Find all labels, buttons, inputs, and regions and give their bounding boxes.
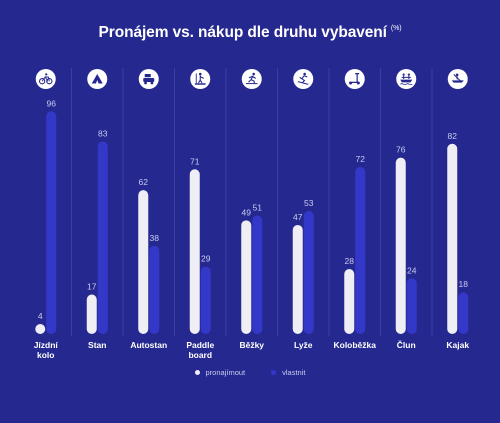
legend-swatch-own <box>271 370 277 375</box>
bar-own-kajak <box>458 292 469 334</box>
category-label-line: Jízdní <box>34 340 59 350</box>
value-label-rent-autostan: 62 <box>139 177 149 187</box>
category-label-clun: Člun <box>397 339 416 350</box>
value-label-own-bezky: 51 <box>253 203 263 213</box>
bar-own-paddle-board <box>200 266 211 334</box>
bar-own-bezky <box>252 215 263 334</box>
value-label-own-kajak: 18 <box>459 279 469 289</box>
rooftop-tent-car-icon <box>138 69 159 89</box>
bar-own-kolobezka <box>355 166 366 334</box>
bar-rent-kolobezka <box>344 269 355 334</box>
value-label-rent-lyze: 47 <box>293 212 303 222</box>
bar-own-stan <box>97 141 108 334</box>
icon-badge <box>35 69 56 89</box>
category-label-line: kolo <box>37 350 54 360</box>
bar-rent-autostan <box>138 190 149 334</box>
category-label-kolobezka: Koloběžka <box>333 340 376 350</box>
ski-icon <box>293 69 314 89</box>
category-label-line: Kajak <box>446 340 469 350</box>
value-label-rent-bezky: 49 <box>242 207 252 217</box>
category-label-jizdni-kolo: Jízdní kolo <box>34 340 59 360</box>
category-label-line: Paddle <box>186 340 214 350</box>
category-label-line: board <box>188 350 212 360</box>
bar-own-autostan <box>149 245 160 334</box>
bar-rent-clun <box>395 157 406 334</box>
legend-label-rent: pronajímout <box>205 368 246 377</box>
category-label-stan: Stan <box>88 340 106 350</box>
category-label-autostan: Autostan <box>130 340 167 350</box>
category-label-lyze: Lyže <box>294 340 313 350</box>
value-label-rent-jizdni-kolo: 4 <box>38 311 43 321</box>
category-label-paddle-board: Paddle board <box>186 340 214 360</box>
bar-rent-paddle-board <box>189 169 200 334</box>
value-label-own-kolobezka: 72 <box>356 154 366 164</box>
scooter-icon <box>344 69 365 89</box>
chart-title-text: Pronájem vs. nákup dle druhu vybavení <box>98 24 387 41</box>
paddleboard-icon <box>190 69 211 89</box>
legend-item-own: vlastnit <box>271 368 305 377</box>
bar-own-clun <box>406 278 417 334</box>
value-label-rent-stan: 17 <box>87 282 97 292</box>
category-label-bezky: Běžky <box>239 340 264 350</box>
bicycle-icon <box>35 69 56 89</box>
legend: pronajímout vlastnit <box>0 368 500 377</box>
bar-rent-stan <box>86 294 97 334</box>
category-label-line: Stan <box>88 340 106 350</box>
legend-item-rent: pronajímout <box>194 368 246 377</box>
bar-rent-jizdni-kolo <box>35 324 46 334</box>
legend-swatch-rent <box>194 370 200 375</box>
boat-icon <box>396 69 417 89</box>
bar-rent-kajak <box>447 143 458 334</box>
value-label-own-stan: 83 <box>98 128 108 138</box>
value-label-rent-paddle-board: 71 <box>190 156 200 166</box>
legend-label-own: vlastnit <box>282 368 306 377</box>
tent-icon <box>87 69 108 89</box>
category-label-line: Autostan <box>130 340 167 350</box>
value-label-own-autostan: 38 <box>150 233 160 243</box>
category-label-kajak: Kajak <box>446 340 469 350</box>
value-label-rent-clun: 76 <box>396 145 406 155</box>
value-label-rent-kajak: 82 <box>448 131 458 141</box>
category-label-line: Koloběžka <box>333 340 376 350</box>
icon-badge <box>396 69 417 89</box>
value-label-own-clun: 24 <box>407 265 417 275</box>
chart-unit: (%) <box>390 25 402 32</box>
cross-country-ski-icon <box>241 69 262 89</box>
bar-own-lyze <box>303 211 314 334</box>
kayak-icon <box>447 69 468 89</box>
bar-rent-lyze <box>292 224 303 334</box>
category-label-line: Lyže <box>294 340 313 350</box>
value-label-rent-kolobezka: 28 <box>345 256 355 266</box>
value-label-own-jizdni-kolo: 96 <box>47 98 57 108</box>
value-label-own-paddle-board: 29 <box>201 254 211 264</box>
icon-badge <box>293 69 314 89</box>
icon-badge <box>344 69 365 89</box>
bar-rent-bezky <box>241 220 252 334</box>
category-label-line: Běžky <box>239 340 264 350</box>
chart-title: Pronájem vs. nákup dle druhu vybavení (%) <box>0 24 500 42</box>
bar-own-jizdni-kolo <box>46 111 57 334</box>
value-label-own-lyze: 53 <box>304 198 314 208</box>
category-label-line: Člun <box>397 339 416 350</box>
